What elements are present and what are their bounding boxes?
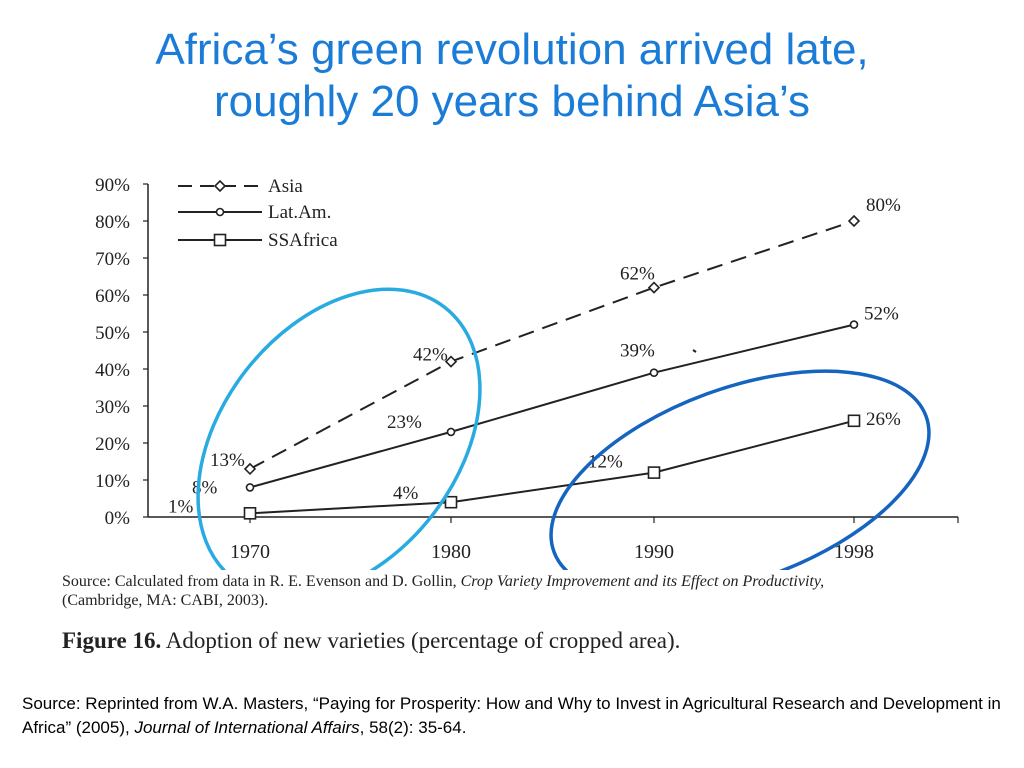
slide-source-citation: Source: Reprinted from W.A. Masters, “Pa… (22, 692, 1007, 740)
data-point-asia (847, 214, 861, 228)
y-tick-label: 50% (95, 323, 130, 344)
x-tick-label: 1990 (634, 541, 674, 563)
data-label-ssafrica: 4% (393, 483, 419, 504)
data-point-asia (243, 462, 257, 476)
data-point-ssafrica (444, 495, 458, 509)
legend-marker-asia (213, 179, 227, 193)
data-point-latam (245, 483, 255, 492)
slide-source-suffix: , 58(2): 35-64. (359, 718, 467, 737)
slide-title-line-2: roughly 20 years behind Asia’s (213, 77, 811, 126)
y-tick-label: 10% (95, 471, 130, 492)
data-label-asia: 13% (210, 450, 245, 471)
y-tick-label: 30% (95, 397, 130, 418)
figure-source-suffix: (Cambridge, MA: CABI, 2003). (62, 592, 269, 609)
legend-label-asia: Asia (268, 176, 303, 197)
adoption-line-chart: 0% 10% 20% 30% 40% 50% 60% 70% 80% 90% 1970 1980 199… (95, 175, 959, 570)
data-label-ssafrica: 1% (168, 496, 194, 517)
y-tick-label: 60% (95, 286, 130, 307)
data-label-asia: 42% (413, 345, 448, 366)
data-point-ssafrica (647, 466, 661, 479)
figure-source-book: Crop Variety Improvement and its Effect … (460, 573, 825, 590)
y-tick-label: 70% (95, 249, 130, 270)
figure-caption-label: Figure 16. (62, 628, 162, 653)
figure-source-prefix: Source: Calculated from data in R. E. Ev… (62, 573, 461, 590)
slide-source-prefix: Source: Reprinted from W.A. Masters, “Pa… (22, 694, 1001, 737)
legend-marker-latam (215, 207, 225, 217)
series-line-asia (249, 220, 855, 470)
series-line-latam (249, 323, 855, 489)
data-label-latam: 8% (192, 477, 218, 498)
slide-title: Africa’s green revolution arrived late, … (40, 24, 984, 128)
legend-marker-ssafrica (213, 233, 227, 247)
y-tick-label: 20% (95, 434, 130, 455)
figure-source-note: Source: Calculated from data in R. E. Ev… (62, 572, 992, 610)
y-tick-label: 90% (95, 175, 130, 196)
slide-source-journal: Journal of International Affairs (134, 718, 360, 737)
x-tick-label: 1970 (230, 541, 270, 563)
scan-mark (692, 349, 697, 353)
data-point-ssafrica (243, 506, 257, 520)
legend-label-ssafrica: SSAfrica (268, 230, 338, 251)
data-point-latam (849, 320, 859, 329)
y-tick-label: 0% (105, 508, 131, 529)
slide-title-line-1: Africa’s green revolution arrived late, (155, 25, 869, 74)
data-point-ssafrica (847, 414, 861, 428)
data-label-ssafrica: 26% (866, 409, 901, 430)
figure-caption-text: Adoption of new varieties (percentage of… (161, 628, 681, 653)
data-label-asia: 62% (620, 264, 655, 285)
data-point-latam (649, 368, 659, 378)
highlight-ellipse-asia-window (196, 287, 482, 570)
data-label-asia: 80% (866, 195, 901, 216)
x-tick-label: 1980 (431, 541, 471, 563)
legend-label-latam: Lat.Am. (268, 202, 331, 223)
data-label-latam: 39% (620, 341, 655, 362)
x-tick-label: 1998 (834, 541, 874, 563)
data-point-latam (446, 427, 456, 437)
y-tick-label: 40% (95, 360, 130, 381)
highlight-ellipse-africa-window (549, 369, 931, 570)
y-tick-label: 80% (95, 212, 130, 233)
data-label-latam: 23% (387, 412, 422, 433)
data-point-asia (444, 355, 458, 368)
figure-caption: Figure 16. Adoption of new varieties (pe… (62, 628, 992, 654)
data-label-latam: 52% (864, 304, 899, 325)
data-point-asia (647, 281, 661, 294)
series-line-ssafrica (249, 419, 855, 515)
